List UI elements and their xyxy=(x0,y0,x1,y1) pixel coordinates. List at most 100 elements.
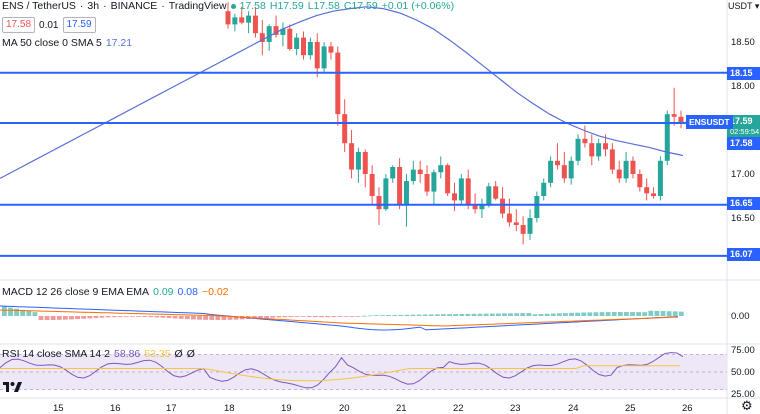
bid-box[interactable]: 17.58 xyxy=(2,17,36,33)
ask-box[interactable]: 17.59 xyxy=(62,17,96,33)
market-status-dot xyxy=(230,3,236,9)
macd-histogram-bar xyxy=(532,314,538,316)
candle-body xyxy=(321,46,327,69)
settings-gear-icon[interactable]: ⚙ xyxy=(741,398,753,413)
rsi-na-value-1: Ø xyxy=(174,348,183,360)
candle-body xyxy=(246,15,252,23)
candle-body xyxy=(410,169,416,182)
macd-histogram-bar xyxy=(148,316,154,318)
macd-label: MACD 12 26 close 9 EMA EMA xyxy=(2,286,150,298)
macd-histogram-bar xyxy=(154,316,160,318)
candle-body xyxy=(500,198,506,214)
macd-histogram-bar xyxy=(288,316,294,317)
macd-histogram-bar xyxy=(355,316,361,317)
chevron-down-icon: ▾ xyxy=(754,1,760,11)
macd-histogram-bar xyxy=(611,312,617,316)
candle-body xyxy=(369,174,375,196)
candle-body xyxy=(465,178,471,205)
macd-histogram-bar xyxy=(337,316,343,317)
rsi-tick-label: 50.00 xyxy=(731,367,755,378)
price-tick-label: 17.00 xyxy=(731,169,755,180)
candle-body xyxy=(527,218,533,234)
macd-histogram-bar xyxy=(252,316,257,319)
candle-body xyxy=(506,213,512,223)
rsi-tick-label: 75.00 xyxy=(731,345,755,356)
macd-histogram-bar xyxy=(50,316,56,320)
time-tick-label: 15 xyxy=(53,403,64,414)
candle-body xyxy=(541,182,547,196)
macd-histogram-bar xyxy=(398,314,404,316)
level-tag-1: 18.15 xyxy=(727,67,760,80)
candle-body xyxy=(273,26,279,35)
macd-histogram-bar xyxy=(32,312,38,316)
ohlc-open: 17.58 xyxy=(239,0,266,12)
macd-histogram-bar xyxy=(111,316,117,318)
time-tick-label: 18 xyxy=(224,403,235,414)
macd-histogram-bar xyxy=(416,314,422,316)
macd-line-value: 0.08 xyxy=(177,286,198,298)
macd-histogram-bar xyxy=(575,312,581,316)
candle-body xyxy=(239,17,245,23)
tradingview-logo-icon[interactable] xyxy=(2,379,24,395)
macd-histogram-bar xyxy=(221,316,227,320)
time-tick-label: 16 xyxy=(110,403,121,414)
rsi-line xyxy=(0,352,684,389)
candle-body xyxy=(616,169,622,179)
macd-histogram-bar xyxy=(38,316,44,320)
macd-histogram-bar xyxy=(319,316,324,318)
time-tick-label: 23 xyxy=(510,403,521,414)
time-tick-label: 25 xyxy=(625,403,636,414)
macd-histogram-bar xyxy=(495,313,501,316)
macd-histogram-bar xyxy=(660,311,666,316)
candle-body xyxy=(376,196,382,210)
time-tick-label: 22 xyxy=(453,403,464,414)
macd-signal-line xyxy=(0,309,679,327)
candle-body xyxy=(362,152,368,174)
macd-histogram-bar xyxy=(514,313,520,316)
macd-tick-label: 0.00 xyxy=(731,311,750,322)
macd-histogram-bar xyxy=(81,316,87,319)
interval-label[interactable]: 3h xyxy=(87,0,100,12)
macd-histogram-bar xyxy=(642,312,648,316)
candle-body xyxy=(479,204,485,210)
macd-histogram-bar xyxy=(172,316,178,319)
candle-body xyxy=(266,26,272,42)
spread-value: 0.01 xyxy=(39,19,59,31)
macd-histogram-bar xyxy=(471,313,477,316)
macd-histogram-bar xyxy=(142,316,148,317)
macd-histogram-bar xyxy=(26,311,32,316)
price-tick-label: 18.50 xyxy=(731,37,755,48)
candle-body xyxy=(603,143,608,150)
macd-histogram-bar xyxy=(544,313,550,316)
rsi-label: RSI 14 close SMA 14 2 xyxy=(2,348,110,360)
macd-histogram-bar xyxy=(331,316,337,318)
macd-histogram-bar xyxy=(447,314,452,316)
macd-histogram-bar xyxy=(325,316,331,318)
rsi-tick-label: 25.00 xyxy=(731,389,755,400)
macd-legend[interactable]: MACD 12 26 close 9 EMA EMA 0.09 0.08 −0.… xyxy=(2,286,229,298)
macd-histogram-bar xyxy=(434,314,440,316)
candle-body xyxy=(259,33,265,42)
candle-body xyxy=(301,37,306,56)
macd-histogram-bar xyxy=(270,316,276,318)
candle-body xyxy=(355,152,361,170)
currency-selector[interactable]: USDT ▾ xyxy=(728,0,759,13)
macd-histogram-bar xyxy=(666,311,672,316)
symbol-title[interactable]: ENS / TetherUS xyxy=(2,0,76,12)
ma50-line xyxy=(0,6,684,179)
candle-body xyxy=(561,165,567,179)
candle-body xyxy=(307,42,313,56)
macd-hist-value: 0.09 xyxy=(153,286,174,298)
macd-histogram-bar xyxy=(386,315,391,316)
level-tag-2: 17.58 xyxy=(727,137,760,150)
macd-histogram-bar xyxy=(282,316,288,318)
time-tick-label: 19 xyxy=(281,403,292,414)
rsi-legend[interactable]: RSI 14 close SMA 14 2 58.86 53.35 Ø Ø xyxy=(2,348,195,360)
ma-value: 17.21 xyxy=(105,37,133,49)
ma-legend[interactable]: MA 50 close 0 SMA 5 17.21 xyxy=(2,37,132,49)
ohlc-close: C17.59 xyxy=(343,0,378,12)
macd-histogram-bar xyxy=(672,311,678,316)
macd-histogram-bar xyxy=(489,313,495,316)
candle-body xyxy=(657,160,663,196)
